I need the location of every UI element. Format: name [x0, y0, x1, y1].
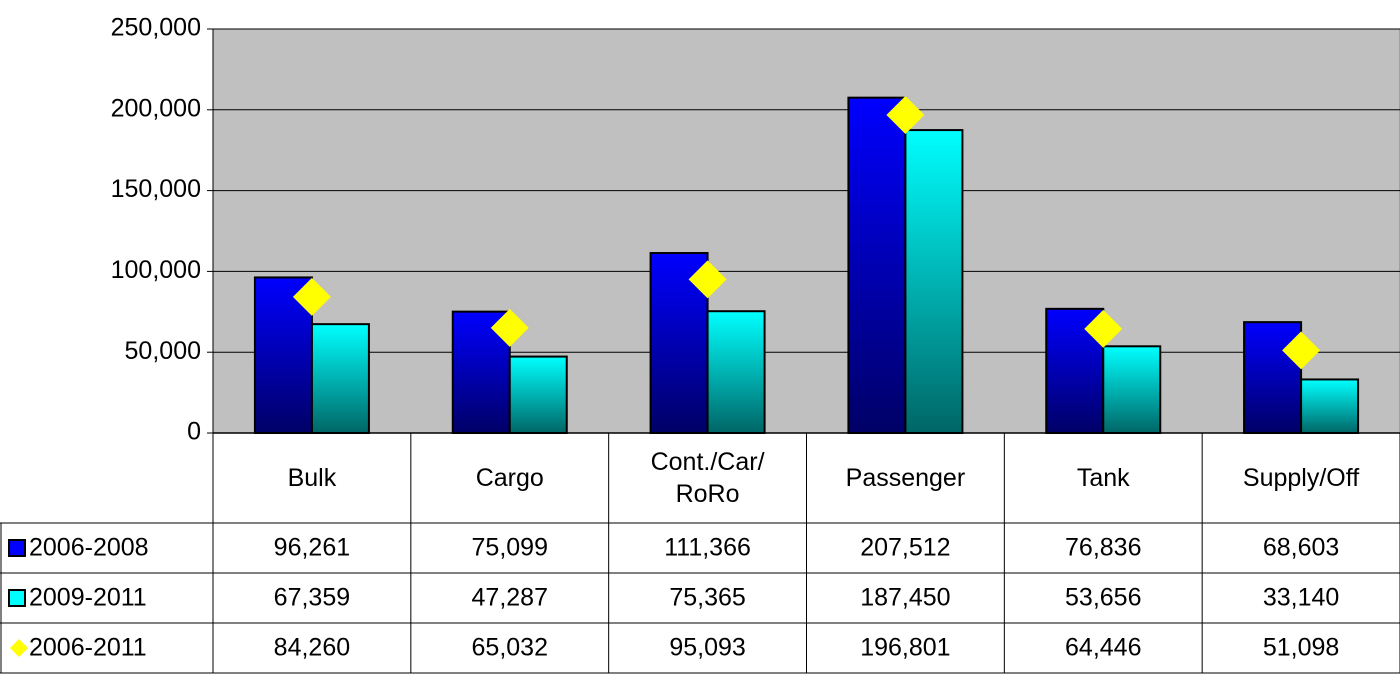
marker [292, 277, 331, 316]
legend-symbol [10, 639, 28, 657]
table-cell: 187,450 [860, 584, 950, 612]
bar [508, 355, 568, 434]
x-tick-label: Tank [1076, 464, 1130, 492]
x-tick-label: Cargo [475, 464, 544, 492]
y-tick-label: 250,000 [111, 14, 201, 42]
x-tick-label: Bulk [287, 464, 337, 492]
marker [490, 308, 529, 347]
table-cell: 33,140 [1263, 584, 1339, 612]
table-cell: 96,261 [274, 534, 350, 562]
bar [1243, 321, 1303, 434]
table-cell: 207,512 [860, 534, 950, 562]
table-cell: 76,836 [1065, 534, 1141, 562]
bar [310, 323, 370, 434]
table-cell: 95,093 [669, 634, 745, 662]
bar [847, 96, 907, 434]
table-cell: 68,603 [1263, 534, 1339, 562]
legend-label: 2006-2011 [29, 634, 147, 662]
legend-label: 2009-2011 [29, 584, 147, 612]
marker [1084, 309, 1123, 348]
legend-label: 2006-2008 [29, 534, 149, 562]
table-cell: 64,446 [1065, 634, 1141, 662]
bar [1300, 378, 1360, 435]
bar [706, 310, 766, 435]
table-cell: 111,366 [664, 534, 751, 562]
bar [904, 129, 964, 434]
marker [1282, 331, 1321, 370]
table-cell: 65,032 [472, 634, 548, 662]
table-cell: 84,260 [274, 634, 350, 662]
y-tick-label: 200,000 [111, 94, 201, 122]
x-tick-label: Cont./Car/ RoRo [650, 448, 765, 508]
y-tick-label: 100,000 [111, 256, 201, 284]
x-tick-label: Supply/Off [1242, 464, 1360, 492]
table-cell: 75,365 [669, 584, 745, 612]
table-cell: 51,098 [1263, 634, 1339, 662]
table-cell: 67,359 [274, 584, 350, 612]
plot-area [212, 28, 1400, 434]
table-cell: 47,287 [472, 584, 548, 612]
y-tick-label: 50,000 [125, 337, 201, 365]
marker [688, 260, 727, 299]
x-tick-label: Passenger [845, 464, 966, 492]
marker [886, 95, 925, 134]
bar [1102, 345, 1162, 434]
legend-symbol [8, 589, 26, 607]
table-cell: 53,656 [1065, 584, 1141, 612]
table-cell: 75,099 [472, 534, 548, 562]
y-tick-label: 0 [187, 418, 201, 446]
y-tick-label: 150,000 [111, 175, 201, 203]
legend-symbol [8, 539, 26, 557]
table-cell: 196,801 [860, 634, 950, 662]
